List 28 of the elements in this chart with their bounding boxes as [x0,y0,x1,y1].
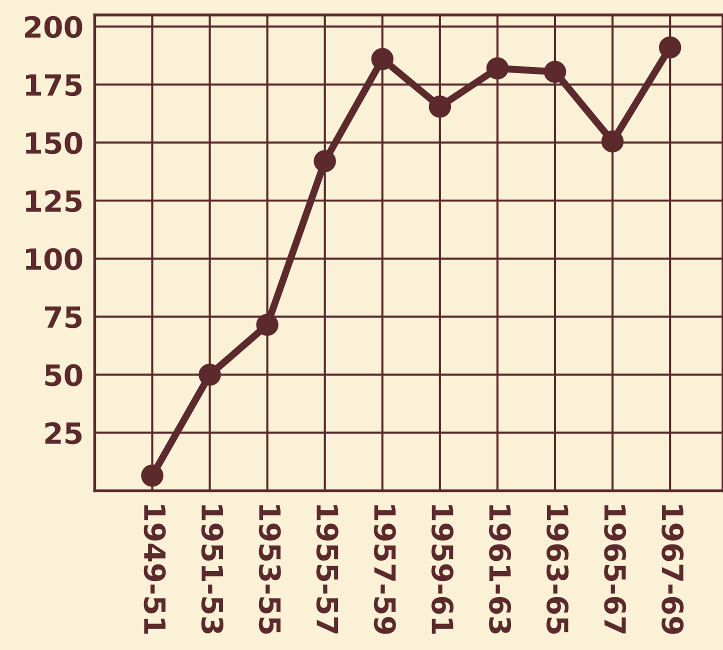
point [314,150,336,172]
x-tick-label: 1951-53 [201,505,224,634]
x-tick-label: 1955-57 [316,505,338,634]
y-tick-label: 200 [25,16,82,38]
y-tick-label: 150 [26,132,82,154]
point [601,130,624,153]
y-tick-label: 175 [26,74,82,96]
y-tick-label: 100 [26,248,82,270]
x-tick-label: 1959-61 [431,505,454,634]
y-tick-label: 25 [45,422,82,444]
x-tick-label: 1957-59 [374,505,396,634]
x-tick-label: 1949-51 [144,505,166,634]
x-tick-label: 1953-55 [258,505,281,634]
x-tick-label: 1967-69 [662,505,684,634]
point [371,48,394,70]
point [256,314,278,336]
y-tick-label: 75 [44,306,82,328]
y-tick-label: 50 [45,364,82,386]
point [658,36,682,59]
point [198,364,221,386]
x-tick-label: 1961-63 [489,505,512,634]
point [428,96,452,118]
x-tick-label: 1965-67 [604,505,626,634]
point [141,464,164,487]
x-tick-label: 1963-65 [546,505,569,634]
point [544,60,566,83]
point [486,57,509,80]
y-tick-label: 125 [26,190,82,212]
